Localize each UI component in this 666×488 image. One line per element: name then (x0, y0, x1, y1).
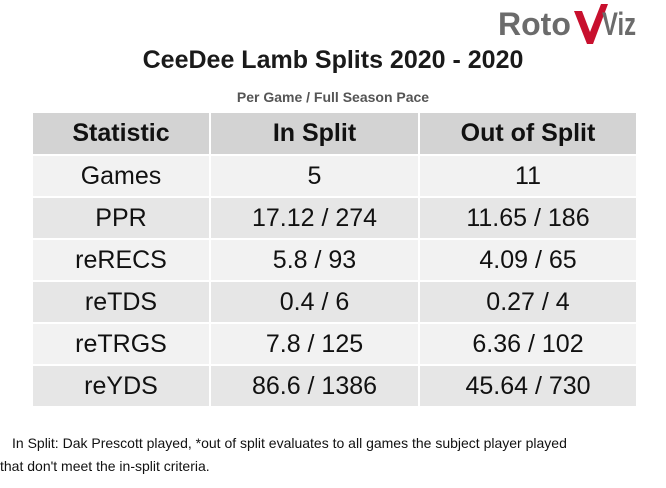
table-row: reTDS 0.4 / 6 0.27 / 4 (31, 280, 638, 324)
cell-out-of-split: 11 (418, 154, 638, 198)
cell-in-split: 5 (209, 154, 420, 198)
cell-out-of-split: 11.65 / 186 (418, 196, 638, 240)
table-header-row: Statistic In Split Out of Split (31, 111, 638, 156)
cell-out-of-split: 6.36 / 102 (418, 322, 638, 366)
cell-statistic: reTDS (31, 280, 211, 324)
cell-statistic: Games (31, 154, 211, 198)
table-row: PPR 17.12 / 274 11.65 / 186 (31, 196, 638, 240)
table-row: Games 5 11 (31, 154, 638, 198)
cell-in-split: 17.12 / 274 (209, 196, 420, 240)
cell-out-of-split: 45.64 / 730 (418, 364, 638, 408)
footnote-line-2: that don't meet the in-split criteria. (0, 458, 210, 474)
column-header-statistic: Statistic (31, 111, 211, 156)
cell-in-split: 86.6 / 1386 (209, 364, 420, 408)
column-header-in-split: In Split (209, 111, 420, 156)
rotoviz-logo: Roto Viz (498, 4, 636, 44)
cell-statistic: PPR (31, 196, 211, 240)
cell-statistic: reRECS (31, 238, 211, 282)
table-row: reTRGS 7.8 / 125 6.36 / 102 (31, 322, 638, 366)
table-row: reRECS 5.8 / 93 4.09 / 65 (31, 238, 638, 282)
footnote-line-1: In Split: Dak Prescott played, *out of s… (12, 435, 567, 451)
table-row: reYDS 86.6 / 1386 45.64 / 730 (31, 364, 638, 408)
cell-statistic: reYDS (31, 364, 211, 408)
cell-in-split: 7.8 / 125 (209, 322, 420, 366)
footnote: In Split: Dak Prescott played, *out of s… (0, 432, 660, 478)
column-header-out-of-split: Out of Split (418, 111, 638, 156)
cell-in-split: 0.4 / 6 (209, 280, 420, 324)
logo-v-mark (574, 4, 608, 44)
splits-table: Statistic In Split Out of Split Games 5 … (31, 111, 638, 408)
cell-statistic: reTRGS (31, 322, 211, 366)
logo-text-viz: Viz (602, 6, 636, 42)
logo-text-roto: Roto (498, 6, 571, 42)
cell-out-of-split: 0.27 / 4 (418, 280, 638, 324)
page-subtitle: Per Game / Full Season Pace (236, 89, 430, 105)
cell-out-of-split: 4.09 / 65 (418, 238, 638, 282)
cell-in-split: 5.8 / 93 (209, 238, 420, 282)
page-title: CeeDee Lamb Splits 2020 - 2020 (142, 46, 524, 74)
